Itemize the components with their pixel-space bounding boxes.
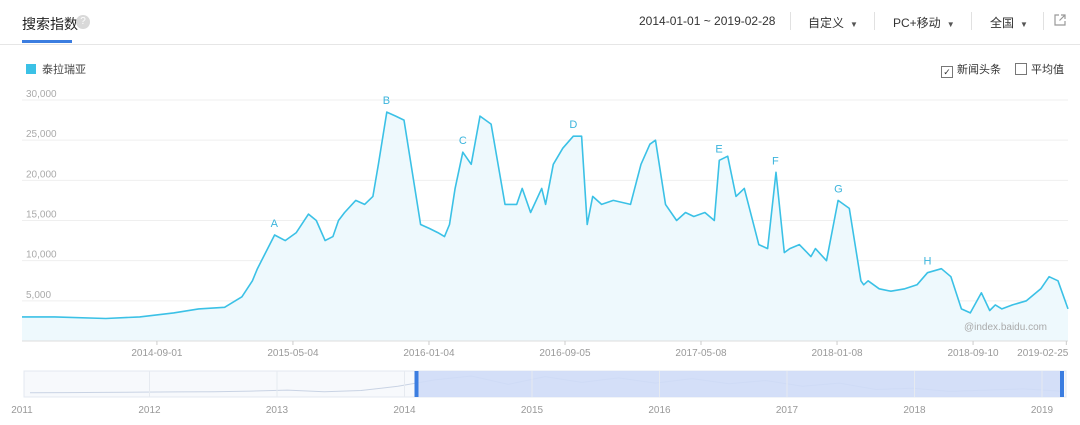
average-checkbox[interactable]: 平均值 <box>1015 61 1064 77</box>
average-label: 平均值 <box>1031 64 1064 76</box>
y-tick-label: 10,000 <box>26 250 57 261</box>
annotation-label: C <box>459 135 467 147</box>
y-tick-label: 25,000 <box>26 129 57 140</box>
active-tab-indicator <box>22 40 72 43</box>
series-area <box>22 112 1068 341</box>
chart-legend[interactable]: 泰拉瑞亚 <box>26 61 86 77</box>
x-tick-label: 2018-01-08 <box>811 348 863 359</box>
navigator-year-label: 2017 <box>776 405 799 416</box>
checkbox-checked-icon: ✓ <box>941 66 953 78</box>
navigator-year-label: 2019 <box>1031 405 1054 416</box>
region-label: 全国 <box>990 16 1015 30</box>
annotation-label: A <box>271 218 279 230</box>
annotations: A B C D E F G H <box>271 95 932 268</box>
x-tick-label: 2017-05-08 <box>675 348 727 359</box>
device-dropdown[interactable]: PC+移动 ▼ <box>893 14 955 31</box>
navigator-year-label: 2015 <box>521 405 544 416</box>
date-range-display[interactable]: 2014-01-01 ~ 2019-02-28 <box>639 14 776 28</box>
caret-down-icon: ▼ <box>946 20 955 29</box>
custom-range-dropdown[interactable]: 自定义 ▼ <box>808 14 858 31</box>
annotation-label: G <box>834 183 843 195</box>
navigator-right-handle[interactable] <box>1060 371 1064 397</box>
device-label: PC+移动 <box>893 16 941 30</box>
legend-series-name: 泰拉瑞亚 <box>42 64 86 76</box>
news-headline-checkbox[interactable]: ✓ 新闻头条 <box>941 61 1001 78</box>
checkbox-empty-icon <box>1015 63 1027 75</box>
y-tick-label: 30,000 <box>26 89 57 100</box>
navigator-year-label: 2018 <box>903 405 926 416</box>
top-bar: 搜索指数 ? 2014-01-01 ~ 2019-02-28 自定义 ▼ PC+移… <box>0 0 1080 45</box>
y-axis-labels: 5,000 10,000 15,000 20,000 25,000 30,000 <box>26 89 57 301</box>
legend-swatch <box>26 64 36 74</box>
annotation-label: F <box>772 155 779 167</box>
x-tick-label: 2016-01-04 <box>403 348 455 359</box>
x-tick-label: 2015-05-04 <box>267 348 319 359</box>
x-tick-label: 2018-09-10 <box>947 348 999 359</box>
navigator-year-label: 2013 <box>266 405 289 416</box>
navigator-year-label: 2016 <box>648 405 671 416</box>
annotation-label: B <box>383 95 390 107</box>
y-tick-label: 5,000 <box>26 290 51 301</box>
divider <box>1043 12 1044 30</box>
watermark: @index.baidu.com <box>964 322 1047 333</box>
annotation-label: E <box>715 143 722 155</box>
question-circle-icon[interactable]: ? <box>76 15 90 29</box>
range-navigator[interactable] <box>23 370 1067 398</box>
custom-range-label: 自定义 <box>808 16 845 30</box>
x-axis-labels: 2014-09-01 2015-05-04 2016-01-04 2016-09-05… <box>131 341 1069 359</box>
annotation-label: H <box>924 256 932 268</box>
navigator-year-label: 2012 <box>138 405 161 416</box>
tab-search-index[interactable]: 搜索指数 <box>22 16 78 32</box>
divider <box>971 12 972 30</box>
navigator-left-handle[interactable] <box>414 371 419 397</box>
x-tick-label: 2016-09-05 <box>539 348 591 359</box>
divider <box>874 12 875 30</box>
y-tick-label: 20,000 <box>26 169 57 180</box>
news-headline-label: 新闻头条 <box>957 64 1001 76</box>
navigator-year-label: 2014 <box>393 405 416 416</box>
y-tick-label: 15,000 <box>26 210 57 221</box>
x-tick-label: 2014-09-01 <box>131 348 183 359</box>
caret-down-icon: ▼ <box>1020 20 1028 29</box>
divider <box>790 12 791 30</box>
series-line[interactable] <box>22 111 1069 320</box>
x-tick-label: 2019-02-25 <box>1017 348 1069 359</box>
region-dropdown[interactable]: 全国 ▼ <box>990 14 1028 31</box>
navigator-selection[interactable] <box>416 371 1065 397</box>
annotation-label: D <box>569 119 577 131</box>
caret-down-icon: ▼ <box>850 20 858 29</box>
navigator-year-label: 2011 <box>11 405 33 416</box>
navigator-year-labels: 2011 2012 2013 2014 2015 2016 2017 2018 2019 <box>11 371 1054 416</box>
external-link-icon[interactable] <box>1054 14 1066 26</box>
